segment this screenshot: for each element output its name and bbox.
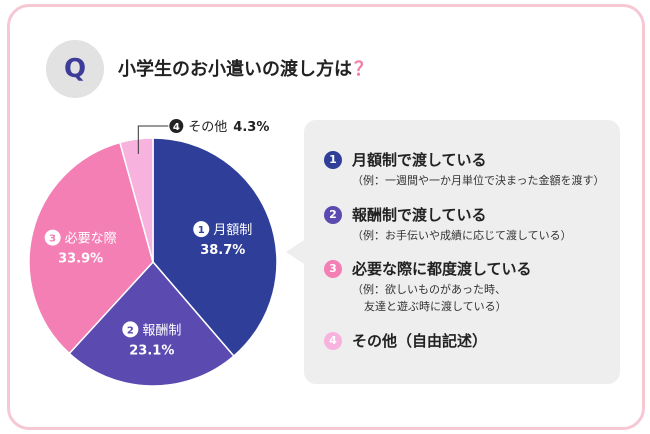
slice-name: 月額制 bbox=[213, 223, 252, 238]
slice-value: 38.7% bbox=[200, 243, 245, 258]
callout-name: その他 bbox=[188, 120, 227, 135]
slice-number-badge bbox=[122, 321, 139, 338]
pie-slice-2 bbox=[68, 260, 235, 387]
legend-note: （例：一週間や一か月単位で決まった金額を渡す） bbox=[352, 174, 605, 187]
callout-number-badge bbox=[169, 119, 184, 133]
legend-note-continued: 友達と遊ぶ時に渡している） bbox=[364, 300, 507, 313]
legend-label: その他（自由記述） bbox=[352, 332, 488, 350]
slice-name: 必要な際 bbox=[65, 232, 117, 247]
legend-item-3: 3 必要な際に都度渡している bbox=[324, 258, 532, 279]
pie-slice-3 bbox=[28, 141, 154, 355]
legend-number-badge: 2 bbox=[324, 205, 342, 224]
question-mark: ？ bbox=[354, 58, 374, 80]
legend-number-badge: 1 bbox=[324, 150, 342, 169]
slice-number-badge bbox=[44, 229, 61, 246]
legend-label: 報酬制で渡している bbox=[352, 206, 487, 224]
callout-line bbox=[137, 125, 169, 154]
legend-item-2: 2 報酬制で渡している bbox=[324, 204, 487, 225]
slice-label-2: 2 報酬制 23.1% bbox=[122, 321, 181, 358]
slice-number-badge bbox=[193, 221, 210, 238]
slice-number: 2 bbox=[127, 325, 134, 336]
legend-item-1: 1 月額制で渡している bbox=[324, 149, 487, 170]
slice-value: 33.9% bbox=[58, 252, 103, 267]
slice-number: 3 bbox=[49, 234, 56, 245]
legend-note: （例：欲しいものがあった時、 bbox=[352, 283, 506, 296]
slice-number: 1 bbox=[198, 225, 205, 236]
question-title: 小学生のお小遣いの渡し方は？ bbox=[118, 54, 373, 81]
legend-pointer bbox=[286, 240, 304, 264]
callout-number: 4 bbox=[173, 122, 180, 133]
legend-number-badge: 4 bbox=[324, 331, 342, 350]
question-title-text: 小学生のお小遣いの渡し方は bbox=[118, 59, 352, 80]
pie-slice-4 bbox=[118, 137, 154, 263]
slice-value: 23.1% bbox=[129, 343, 174, 358]
question-badge: Q bbox=[46, 40, 104, 98]
legend-label: 必要な際に都度渡している bbox=[352, 260, 532, 278]
legend-item-4: 4 その他（自由記述） bbox=[324, 330, 487, 351]
pie-slice-1 bbox=[152, 137, 278, 358]
slice-label-1: 1 月額制 38.7% bbox=[193, 221, 252, 258]
legend-note: （例：お手伝いや成績に応じて渡している） bbox=[352, 229, 572, 242]
legend-number-badge: 3 bbox=[324, 259, 342, 278]
callout-value: 4.3% bbox=[233, 120, 269, 135]
legend-panel: 1 月額制で渡している （例：一週間や一か月単位で決まった金額を渡す） 2 報酬… bbox=[304, 120, 620, 384]
legend-label: 月額制で渡している bbox=[352, 151, 487, 169]
slice-name: 報酬制 bbox=[142, 323, 181, 338]
slice-label-3: 3 必要な際 33.9% bbox=[44, 229, 117, 267]
